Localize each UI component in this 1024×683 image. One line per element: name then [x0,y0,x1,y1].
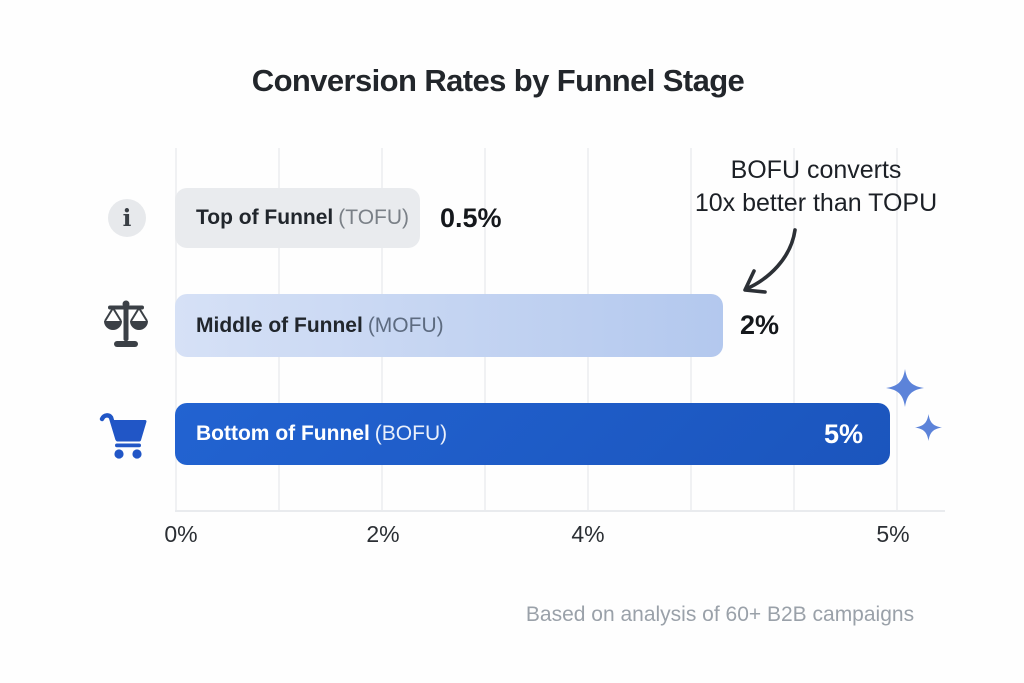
sparkle-icon [915,414,942,446]
chart-title: Conversion Rates by Funnel Stage [251,63,745,98]
bar-bofu: Bottom of Funnel (BOFU) 5% [175,403,890,465]
sparkle-icon [886,369,924,412]
bar-mofu: Middle of Funnel (MOFU) [175,294,723,357]
info-icon: i [108,199,146,237]
source-caption: Based on analysis of 60+ B2B campaigns [525,603,915,626]
annotation-callout: BOFU converts 10x better than TOPU [668,154,964,220]
bar-label-mofu-paren: (MOFU) [367,313,444,337]
x-tick-3: 5% [876,521,910,547]
bar-label-bofu-paren: (BOFU) [374,422,448,445]
value-label-mofu: 2% [740,310,780,340]
gridline [896,148,898,510]
x-tick-2: 4% [571,521,605,547]
bar-label-bofu-main: Bottom of Funnel [196,422,370,445]
bar-label-tofu-paren: (TOFU) [338,206,410,229]
scales-icon [102,299,150,356]
annotation-arrow-icon [733,226,811,305]
value-label-tofu: 0.5% [440,202,502,233]
cart-icon [99,408,149,465]
annotation-line-1: BOFU converts [730,156,902,184]
bar-label-tofu: Top of Funnel (TOFU) [196,206,409,230]
bar-tofu: Top of Funnel (TOFU) [175,188,420,248]
value-label-bofu: 5% [823,418,863,449]
bar-label-tofu-main: Top of Funnel [196,206,334,229]
bar-label-mofu: Middle of Funnel (MOFU) [196,314,444,338]
x-tick-0: 0% [164,521,198,547]
x-tick-1: 2% [366,521,400,547]
bar-label-bofu: Bottom of Funnel (BOFU) [196,422,447,446]
gridline [793,148,795,510]
annotation-line-2: 10x better than TOPU [694,189,938,217]
bar-label-mofu-main: Middle of Funnel [196,313,363,337]
